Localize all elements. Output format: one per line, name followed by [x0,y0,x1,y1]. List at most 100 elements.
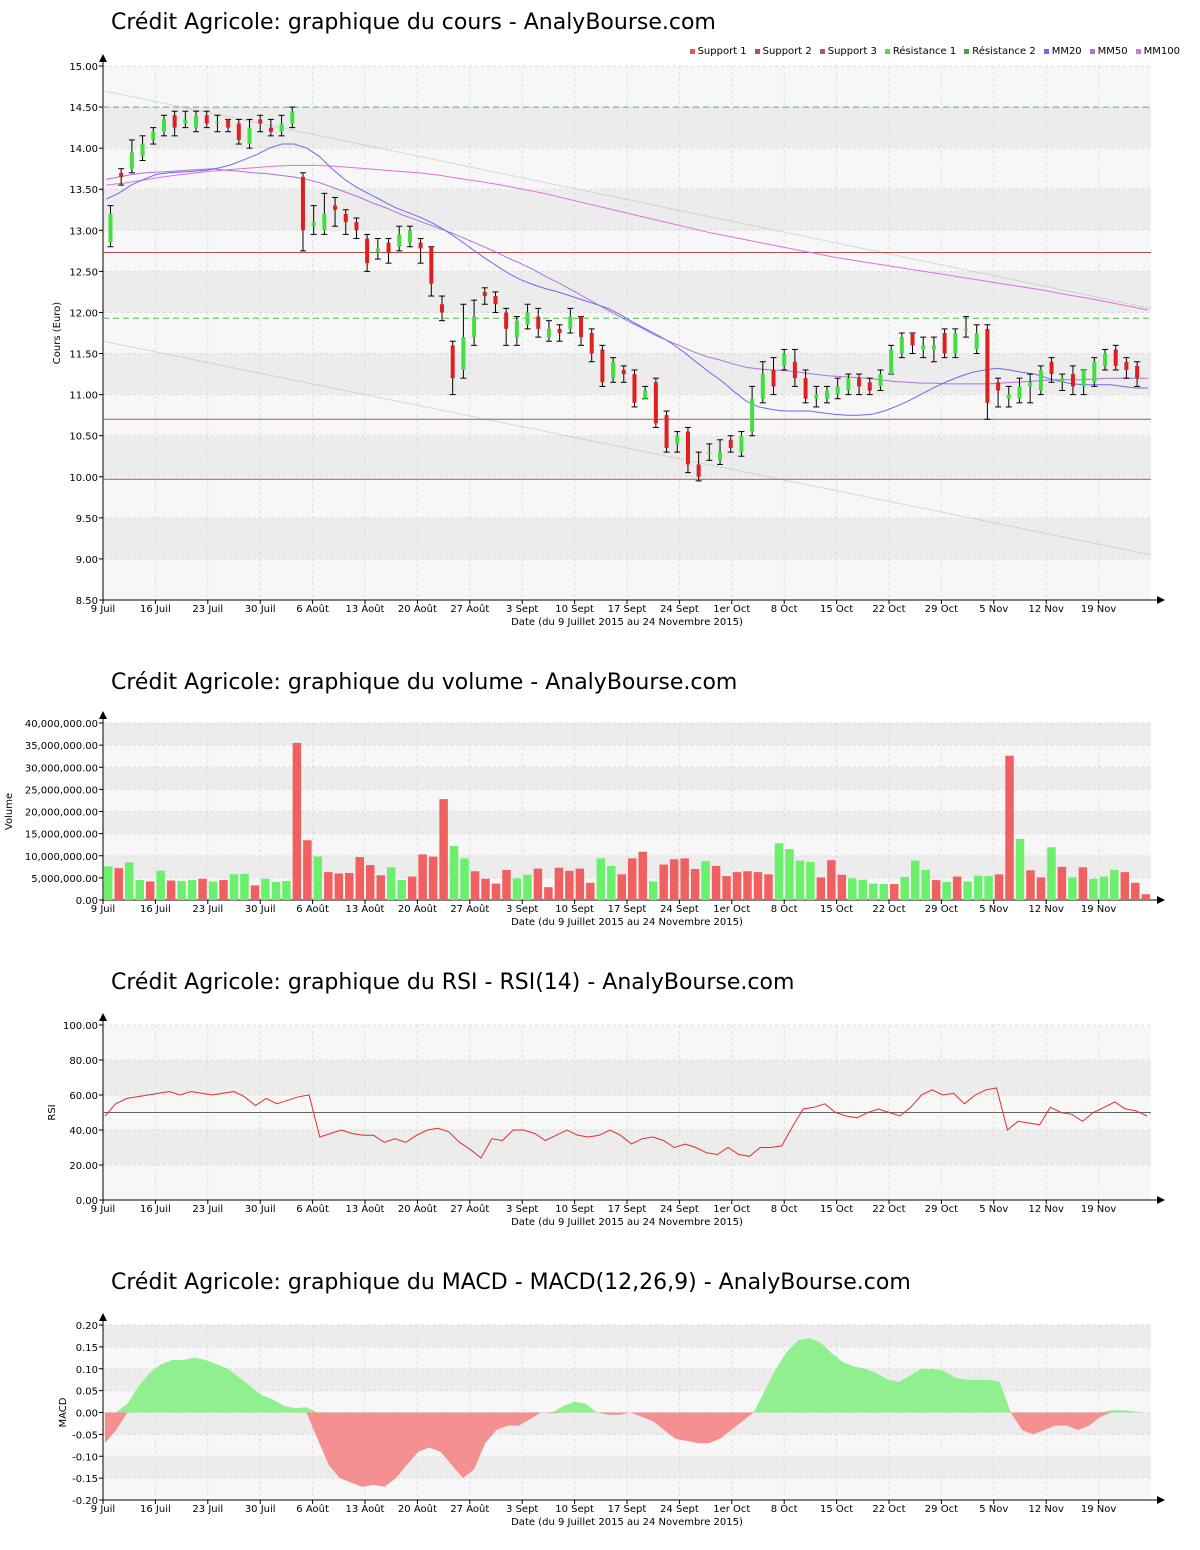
volume-bar [848,878,857,900]
x-tick-label: 12 Nov [1028,904,1064,915]
legend-item: Support 3 [819,46,877,57]
legend-label: Résistance 2 [972,46,1036,57]
candle-body [643,390,648,399]
volume-bar [1026,870,1035,900]
y-tick-label: 25,000,000.00 [25,785,98,796]
volume-bar [575,868,585,900]
candle-body [1017,386,1022,399]
volume-bar [921,869,930,900]
y-tick-label: 12.00 [69,308,98,319]
volume-bar [607,865,616,900]
x-tick-label: 30 Juil [245,1204,276,1215]
volume-bar [806,861,815,900]
candle-body [1103,353,1108,366]
y-tick-label: -0.05 [72,1430,98,1441]
x-tick-label: 15 Oct [820,604,853,615]
volume-bar [544,887,553,900]
y-tick-label: 10.00 [69,473,98,484]
candle-body [557,328,562,333]
candle-body [921,345,926,350]
legend-swatch [1135,49,1141,54]
plot-band [103,723,1151,746]
candle-body [215,121,220,124]
candle-body [161,119,166,132]
volume-bar [931,880,941,900]
x-tick-label: 24 Sept [660,1204,699,1215]
candle-body [1038,369,1043,391]
volume-bar [879,884,888,900]
candle-body [194,115,199,128]
macd-positive-area [105,1338,1145,1413]
candle-body [1113,349,1118,366]
legend-swatch [884,49,890,54]
y-tick-label: 14.00 [69,144,98,155]
x-tick-label: 15 Oct [820,904,853,915]
y-tick-label: 30,000,000.00 [25,763,98,774]
legend-item: Support 1 [689,46,747,57]
volume-bar [722,876,731,900]
volume-bar [701,861,710,900]
macd-chart-title: Crédit Agricole: graphique du MACD - MAC… [111,1270,911,1295]
candle-body [151,131,156,140]
legend-label: MM20 [1051,46,1082,57]
legend-item: Support 2 [754,46,812,57]
x-tick-label: 8 Oct [771,904,798,915]
candle-body [899,337,904,354]
legend-label: Résistance 1 [892,46,957,57]
x-tick-label: 12 Nov [1028,1504,1064,1515]
candle-body [760,374,765,399]
volume-bar [104,866,113,900]
x-tick-label: 10 Sept [555,604,594,615]
volume-bar [334,873,344,900]
volume-bar [753,872,763,900]
x-tick-label: 16 Juil [140,904,171,915]
x-tick-label: 1er Oct [713,904,750,915]
volume-bar [407,876,417,900]
volume-bar [418,854,427,900]
x-tick-label: 20 Août [398,903,437,915]
candle-body [1028,382,1033,387]
x-tick-label: 6 Août [296,1203,329,1215]
candle-body [1049,361,1054,375]
volume-bar [785,849,794,900]
volume-bar [869,883,878,900]
y-tick-label: 60.00 [69,1091,98,1102]
volume-bar [638,851,647,900]
candle-body [696,464,701,477]
x-axis-label: Date (du 9 Juillet 2015 au 24 Novembre 2… [511,617,743,628]
x-tick-label: 20 Août [398,1503,437,1515]
channel-lower-line [102,340,1152,556]
candle-body [1060,378,1065,383]
volume-bar [900,876,909,900]
volume-bar [711,865,721,900]
candle-body [472,316,477,338]
volume-bar [1015,838,1025,900]
mm50-line [105,168,1148,385]
x-tick-label: 17 Sept [608,1204,647,1215]
candle-body [996,382,1001,391]
price-chart-legend: Support 1 Support 2 Support 3 Résistance 1 R… [689,46,1180,57]
volume-bar [837,874,847,900]
candle-body [953,333,958,354]
volume-bar [428,856,438,900]
volume-bar [376,875,385,900]
x-tick-label: 27 Août [450,603,489,615]
x-tick-label: 19 Nov [1081,1204,1117,1215]
y-axis-label: Volume [4,793,15,830]
x-tick-label: 5 Nov [979,1504,1008,1515]
candle-body [439,304,444,313]
candle-body [985,328,990,403]
candle-body [1124,361,1129,370]
y-tick-label: 0.10 [76,1365,98,1376]
y-tick-label: 80.00 [69,1056,98,1067]
x-tick-label: 10 Sept [555,1204,594,1215]
x-tick-label: 9 Juil [91,1504,115,1515]
candle-body [482,291,487,297]
x-tick-label: 27 Août [450,1503,489,1515]
candle-body [268,127,273,132]
candle-body [803,378,808,399]
rsi-chart-title: Crédit Agricole: graphique du RSI - RSI(… [111,970,795,995]
candle-body [1081,369,1086,387]
x-tick-label: 17 Sept [608,904,647,915]
candle-body [375,248,380,253]
